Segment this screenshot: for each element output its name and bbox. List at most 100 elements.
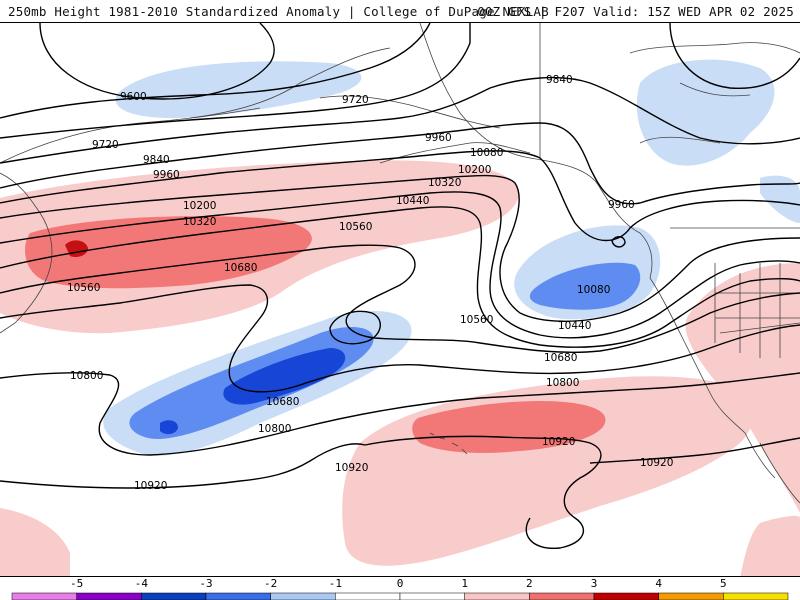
colorbar-segment [76, 592, 142, 600]
contour-label: 10440 [558, 320, 591, 332]
colorbar-label: -5 [70, 577, 84, 590]
coastline-alaska [419, 23, 653, 279]
colorbar-label: -4 [134, 577, 148, 590]
contour-9960 [0, 122, 800, 205]
contour-label: 10680 [224, 262, 257, 274]
contour-label: 10560 [67, 282, 100, 294]
pos-anomaly-se-corner [740, 515, 800, 576]
contour-arctic-ne [669, 23, 800, 89]
coastlines [0, 23, 800, 504]
contour-10800 [0, 372, 800, 456]
colorbar-segment [205, 592, 271, 600]
colorbar-label: 3 [590, 577, 598, 590]
contour-label: 10560 [460, 314, 493, 326]
contour-label: 9960 [425, 132, 452, 144]
colorbar: -5 -4 -3 -2 -1 0 1 2 3 4 5 [0, 577, 800, 600]
contour-label: 10320 [428, 177, 461, 189]
map-panel: 9600 9720 9720 9840 9840 9960 9960 9960 … [0, 22, 800, 577]
neg-anomaly-canada-east [760, 175, 800, 223]
contour-label: 10440 [396, 195, 429, 207]
colorbar-segment [11, 592, 77, 600]
contour-label: 9960 [608, 199, 635, 211]
contour-label: 10080 [577, 284, 610, 296]
contour-label: 9720 [342, 94, 369, 106]
pos-anomaly-sw-corner [0, 508, 70, 576]
colorbar-svg [11, 592, 789, 600]
hawaii-islands [429, 432, 468, 455]
contour-label: 10800 [258, 423, 291, 435]
colorbar-label: 1 [461, 577, 468, 590]
contour-9720 [0, 23, 471, 139]
contour-label: 10200 [458, 164, 491, 176]
contour-label: 9600 [120, 91, 147, 103]
colorbar-segments [11, 592, 789, 600]
neg-anomaly-aleutian [115, 61, 362, 119]
contour-label: 10200 [183, 200, 216, 212]
contour-10440 [0, 206, 800, 348]
neg-anomaly-central-core [223, 348, 346, 405]
contour-labels: 9600 9720 9720 9840 9840 9960 9960 9960 … [67, 74, 673, 492]
pos-anomaly-western-us [685, 263, 800, 513]
contour-label: 10680 [544, 352, 577, 364]
contour-label: 10080 [470, 147, 503, 159]
colorbar-label: 0 [396, 577, 404, 590]
neg-anomaly-central-core-west [160, 420, 178, 435]
colorbar-label: 5 [720, 577, 727, 590]
colorbar-segment [658, 592, 724, 600]
contour-9840 [0, 76, 800, 164]
neg-anomaly-ne-pacific-mid [529, 262, 641, 310]
contour-label: 10560 [339, 221, 372, 233]
colorbar-segment [270, 592, 336, 600]
contour-10320 [0, 191, 800, 339]
pos-anomaly-subtropical-mid [412, 401, 606, 453]
pos-anomaly-nw-pacific-mid [25, 216, 312, 289]
coastline-canada-north [629, 42, 800, 144]
contour-10200 [0, 174, 800, 322]
height-contours [0, 23, 800, 549]
coastline-alaska-peninsula [379, 142, 531, 164]
contour-label: 10800 [546, 377, 579, 389]
colorbar-segment [141, 592, 207, 600]
contour-label: 10920 [640, 457, 673, 469]
contour-label: 10920 [542, 436, 575, 448]
map-svg: 9600 9720 9720 9840 9840 9960 9960 9960 … [0, 23, 800, 576]
colorbar-segment [399, 592, 465, 600]
colorbar-segment [464, 592, 530, 600]
anomaly-shading-negative [103, 59, 800, 456]
contour-arctic-north [39, 23, 275, 100]
colorbar-segment [529, 592, 595, 600]
coastline-canada-west [649, 277, 746, 434]
contour-10560-closed [329, 310, 381, 345]
model-valid-time: 00Z GFS | F207 Valid: 15Z WED APR 02 202… [477, 4, 794, 19]
contour-label: 10800 [70, 370, 103, 382]
contour-10920-east [589, 437, 800, 464]
contour-10080 [0, 150, 800, 242]
contour-label: 10920 [134, 480, 167, 492]
anomaly-shading-positive [0, 160, 800, 576]
contour-label: 9840 [546, 74, 573, 86]
contour-label: 9840 [143, 154, 170, 166]
contour-label: 10320 [183, 216, 216, 228]
contour-label: 10680 [266, 396, 299, 408]
colorbar-label: -1 [328, 577, 342, 590]
coastline-kamchatka [189, 47, 501, 129]
colorbar-segment [335, 592, 401, 600]
neg-anomaly-canada [636, 59, 775, 166]
contour-10920-sub [364, 435, 602, 549]
us-state-lines [714, 263, 800, 358]
coastline-baja [744, 432, 800, 504]
chart-title: 250mb Height 1981-2010 Standardized Anom… [8, 4, 549, 19]
contour-ne-closed [611, 236, 626, 248]
colorbar-label: 4 [655, 577, 662, 590]
colorbar-label: -3 [199, 577, 213, 590]
contour-label: 10920 [335, 462, 368, 474]
colorbar-segment [593, 592, 659, 600]
coastline-asia [0, 107, 261, 334]
contour-label: 9960 [153, 169, 180, 181]
colorbar-label: -2 [264, 577, 278, 590]
colorbar-label: 2 [526, 577, 533, 590]
colorbar-segment [723, 592, 789, 600]
contour-10680-loop [0, 284, 800, 393]
contour-label: 9720 [92, 139, 119, 151]
contour-10920-west [0, 443, 366, 489]
